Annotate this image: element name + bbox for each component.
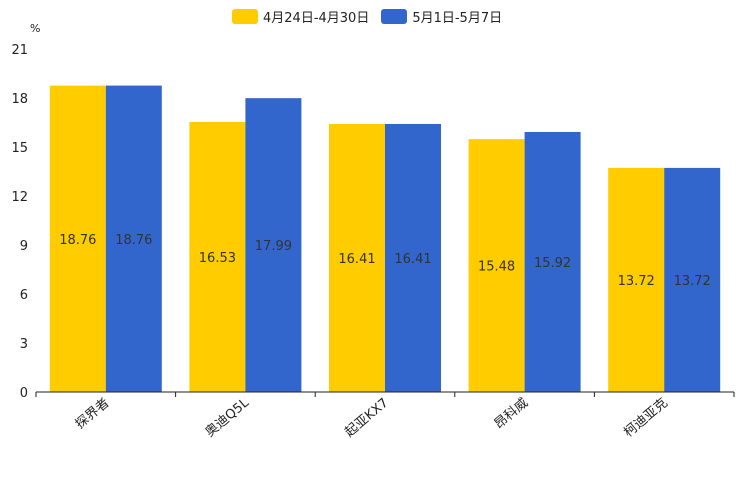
data-label: 16.41 bbox=[338, 252, 375, 267]
bar-2-5 bbox=[664, 167, 721, 392]
bar-1-2 bbox=[189, 122, 246, 392]
data-label: 18.76 bbox=[115, 233, 152, 248]
bar-2-3 bbox=[385, 123, 441, 392]
y-tick-label: 15 bbox=[11, 141, 28, 156]
y-tick-label: 21 bbox=[11, 43, 28, 58]
data-label: 15.48 bbox=[478, 260, 515, 275]
legend-label-series-2: 5月1日-5月7日 bbox=[412, 11, 503, 26]
legend-label-series-1: 4月24日-4月30日 bbox=[263, 11, 370, 26]
data-label: 15.92 bbox=[534, 256, 571, 271]
bar-1-3 bbox=[329, 123, 385, 392]
data-label: 18.76 bbox=[59, 233, 96, 248]
y-axis-unit-label: % bbox=[30, 22, 41, 35]
x-tick-label: 奥迪Q5L bbox=[203, 395, 253, 440]
data-label: 16.41 bbox=[394, 252, 431, 267]
legend-swatch-series-1 bbox=[232, 9, 258, 24]
data-label: 17.99 bbox=[255, 239, 292, 254]
y-tick-label: 12 bbox=[11, 190, 28, 205]
y-tick-label: 0 bbox=[20, 386, 28, 401]
y-tick-label: 9 bbox=[20, 239, 28, 254]
y-tick-label: 3 bbox=[20, 337, 28, 352]
chart-legend: 4月24日-4月30日 5月1日-5月7日 bbox=[232, 7, 514, 26]
legend-item-series-2[interactable]: 5月1日-5月7日 bbox=[381, 7, 502, 26]
data-label: 13.72 bbox=[674, 274, 711, 289]
data-label: 16.53 bbox=[199, 251, 236, 266]
y-tick-label: 18 bbox=[11, 92, 28, 107]
x-tick-label: 探界者 bbox=[73, 396, 113, 433]
bar-1-5 bbox=[608, 167, 665, 392]
bar-2-4 bbox=[524, 131, 581, 392]
x-tick-label: 柯迪亚克 bbox=[621, 396, 670, 441]
x-tick-label: 起亚KX7 bbox=[342, 396, 391, 441]
legend-swatch-series-2 bbox=[381, 9, 408, 24]
legend-item-series-1[interactable]: 4月24日-4月30日 bbox=[232, 7, 369, 26]
x-tick-label: 昂科威 bbox=[492, 396, 532, 433]
bar-1-1 bbox=[49, 85, 106, 392]
y-tick-label: 6 bbox=[20, 288, 28, 303]
bar-1-4 bbox=[468, 139, 525, 392]
bar-2-1 bbox=[105, 85, 162, 392]
bar-2-2 bbox=[245, 98, 302, 392]
data-label: 13.72 bbox=[618, 274, 655, 289]
